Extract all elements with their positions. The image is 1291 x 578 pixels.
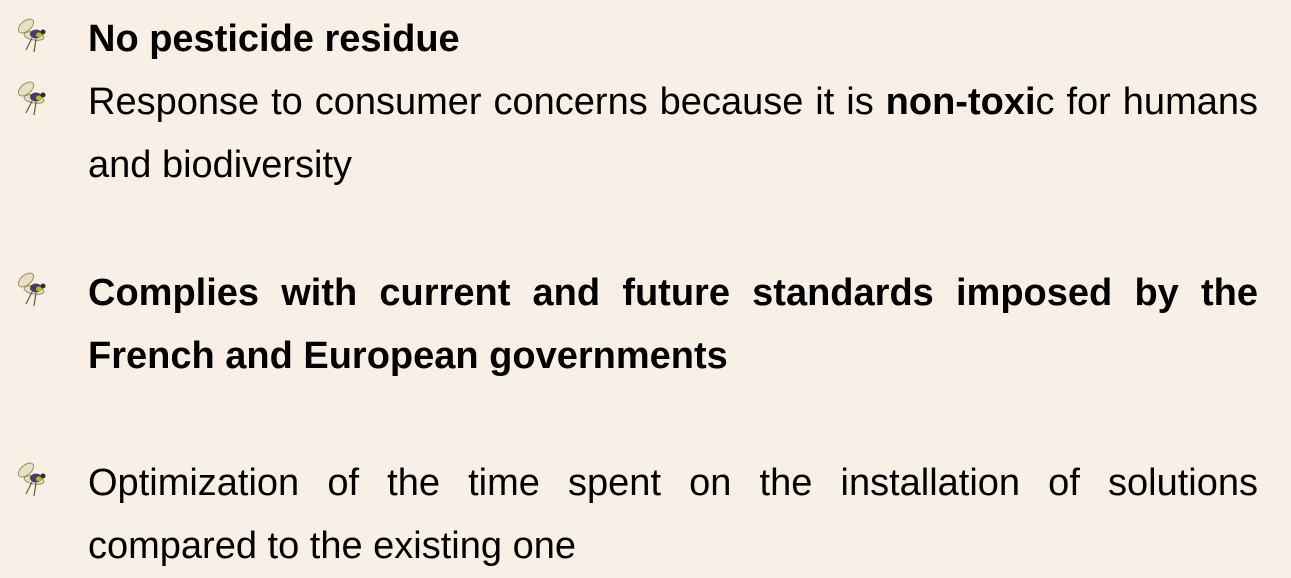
bullet-text: Optimization of the time spent on the in… (88, 452, 1258, 578)
bullet-text: Response to consumer concerns because it… (88, 71, 1258, 197)
text-segment: Complies with current and future standar… (88, 272, 1258, 377)
bullet-icon (17, 272, 46, 307)
bullet-text: No pesticide residue (88, 8, 1258, 71)
bullet-icon (17, 18, 46, 53)
bullet-text: Complies with current and future standar… (88, 262, 1258, 388)
bullet-icon (17, 462, 46, 497)
text-segment: Optimization of the time spent on the in… (88, 462, 1258, 567)
text-segment: Response to consumer concerns because it… (88, 81, 886, 123)
text-segment: non-toxi (885, 81, 1036, 123)
text-segment: c for humans and biodiversity (88, 81, 1258, 186)
bullet-icon (17, 81, 46, 116)
text-segment: No pesticide residue (88, 18, 460, 60)
